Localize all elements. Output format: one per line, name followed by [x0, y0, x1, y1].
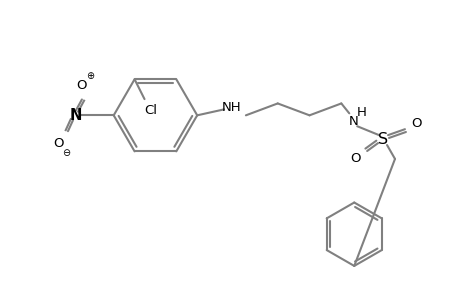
Text: NH: NH — [222, 101, 241, 114]
Text: O: O — [411, 117, 421, 130]
Text: O: O — [77, 79, 87, 92]
Text: N: N — [70, 108, 82, 123]
Text: Cl: Cl — [144, 104, 157, 118]
Text: N: N — [347, 115, 358, 128]
Text: O: O — [53, 136, 63, 150]
Text: S: S — [377, 132, 387, 147]
Text: O: O — [349, 152, 360, 165]
Text: ⊖: ⊖ — [62, 148, 70, 158]
Text: H: H — [355, 106, 365, 119]
Text: ⊕: ⊕ — [85, 71, 94, 81]
